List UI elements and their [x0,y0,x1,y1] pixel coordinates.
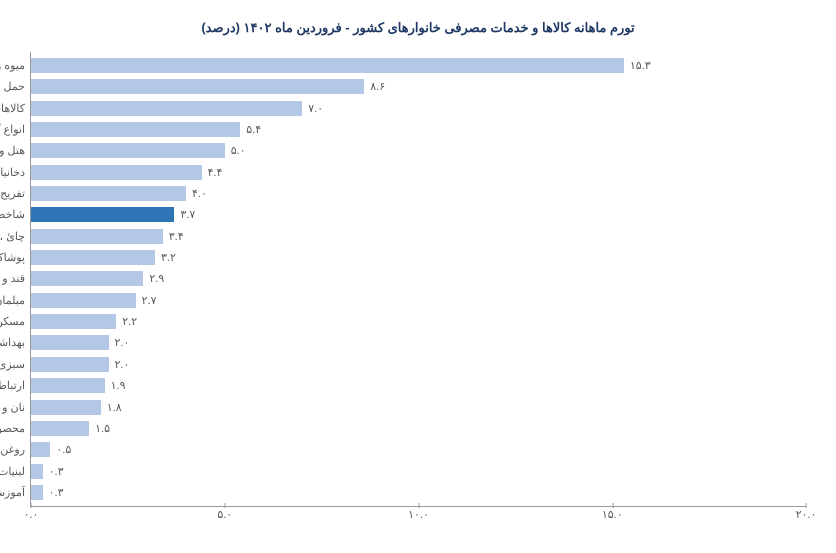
category-label: دخانیات [0,166,25,179]
chart-title: تورم ماهانه کالاها و خدمات مصرفی خانواره… [30,20,806,36]
category-label: بهداشت و درمان [0,336,25,349]
bar-row: سبزی‌ها وحبوبات۲.۰ [31,357,806,372]
x-tick-mark [419,503,420,508]
value-label: ۲.۷ [142,294,157,307]
value-label: ۰.۵ [56,443,71,456]
bar-row: انواع گوشت قرمز و سفید۵.۴ [31,122,806,137]
category-label: سبزی‌ها وحبوبات [0,358,25,371]
value-label: ۲.۲ [122,315,137,328]
bar [31,442,50,457]
bar-row: محصولات خوراکی طبقه بندئ نشده در جائ دیگ… [31,421,806,436]
inflation-chart: تورم ماهانه کالاها و خدمات مصرفی خانواره… [0,0,836,553]
bar-row: هتل و رستوران۵.۰ [31,143,806,158]
value-label: ۱.۵ [95,422,110,435]
bar-row: لبنیات و تخم مرغ۰.۳ [31,464,806,479]
category-label: نان و غلات [0,401,25,414]
value-label: ۳.۲ [161,251,176,264]
category-label: حمل ونقل [0,80,25,93]
bar-row: قند و شکر و شیرینی‌ها۲.۹ [31,271,806,286]
category-label: چائ ، قهوه ، کاکائو [0,230,25,243]
bar [31,122,240,137]
value-label: ۲.۹ [149,272,164,285]
bar [31,79,364,94]
bar [31,357,109,372]
bar-row: روغن‌ها و چربی‌ها۰.۵ [31,442,806,457]
category-label: لبنیات و تخم مرغ [0,465,25,478]
bar-row: تفریح و فرهنگ۴.۰ [31,186,806,201]
bar [31,165,202,180]
bar [31,250,155,265]
bar-row: پوشاک و کفش۳.۲ [31,250,806,265]
category-label: قند و شکر و شیرینی‌ها [0,272,25,285]
bar [31,314,116,329]
bars-region: میوه و خشکبار۱۵.۳ حمل ونقل۸.۶ کالاها و خدم… [31,58,806,500]
category-label: هتل و رستوران [0,144,25,157]
category-label: آموزش [0,486,25,499]
bar [31,58,624,73]
bar-row: میوه و خشکبار۱۵.۳ [31,58,806,73]
bar-row: حمل ونقل۸.۶ [31,79,806,94]
bar [31,101,302,116]
value-label: ۴.۴ [208,166,223,179]
bar-row: کالاها و خدمات متفرقه۷.۰ [31,101,806,116]
bar-row: ارتباطات۱.۹ [31,378,806,393]
category-label: تفریح و فرهنگ [0,187,25,200]
value-label: ۰.۳ [49,465,64,478]
bar [31,293,136,308]
bar-row: شاخص کل۳.۷ [31,207,806,222]
bar [31,335,109,350]
value-label: ۲.۰ [115,358,130,371]
value-label: ۱۵.۳ [630,59,651,72]
value-label: ۵.۰ [231,144,246,157]
x-tick: ۵.۰ [217,508,232,521]
plot-area: میوه و خشکبار۱۵.۳ حمل ونقل۸.۶ کالاها و خدم… [30,52,806,507]
bar [31,229,163,244]
bar-row: مبلمان و لوازم خانگی و نگهداری معمول آنه… [31,293,806,308]
bar [31,400,101,415]
category-label: روغن‌ها و چربی‌ها [0,443,25,456]
category-label: انواع گوشت قرمز و سفید [0,123,25,136]
x-tick: ۲۰.۰ [796,508,817,521]
x-tick: ۱۵.۰ [602,508,623,521]
x-tick: ۰.۰ [24,508,39,521]
bar [31,186,186,201]
value-label: ۱.۸ [107,401,122,414]
category-label: شاخص کل [0,208,25,221]
bar-row: بهداشت و درمان۲.۰ [31,335,806,350]
bar-row: مسکن ، آب ، برق ، گاز و سایر سوختها۲.۲ [31,314,806,329]
bar [31,378,105,393]
category-label: میوه و خشکبار [0,59,25,72]
category-label: کالاها و خدمات متفرقه [0,102,25,115]
x-tick-mark [31,503,32,508]
value-label: ۱.۹ [111,379,126,392]
category-label: مسکن ، آب ، برق ، گاز و سایر سوختها [0,315,25,328]
value-label: ۷.۰ [308,102,323,115]
category-label: مبلمان و لوازم خانگی و نگهداری معمول آنه… [0,294,25,307]
bar [31,143,225,158]
x-tick-mark [612,503,613,508]
category-label: پوشاک و کفش [0,251,25,264]
bar [31,421,89,436]
bar [31,485,43,500]
x-axis: ۰.۰۵.۰۱۰.۰۱۵.۰۲۰.۰ [31,508,806,528]
bar [31,464,43,479]
bar-row: چائ ، قهوه ، کاکائو۳.۴ [31,229,806,244]
bar-row: آموزش۰.۳ [31,485,806,500]
value-label: ۸.۶ [370,80,385,93]
x-tick-mark [225,503,226,508]
bar-row: دخانیات۴.۴ [31,165,806,180]
bar [31,271,143,286]
category-label: ارتباطات [0,379,25,392]
value-label: ۳.۴ [169,230,184,243]
value-label: ۲.۰ [115,336,130,349]
value-label: ۰.۳ [49,486,64,499]
bar-highlight [31,207,174,222]
value-label: ۴.۰ [192,187,207,200]
category-label: محصولات خوراکی طبقه بندئ نشده در جائ دیگ… [0,422,25,435]
bar-row: نان و غلات۱.۸ [31,400,806,415]
x-tick-mark [806,503,807,508]
x-tick: ۱۰.۰ [408,508,429,521]
value-label: ۵.۴ [246,123,261,136]
value-label: ۳.۷ [180,208,195,221]
